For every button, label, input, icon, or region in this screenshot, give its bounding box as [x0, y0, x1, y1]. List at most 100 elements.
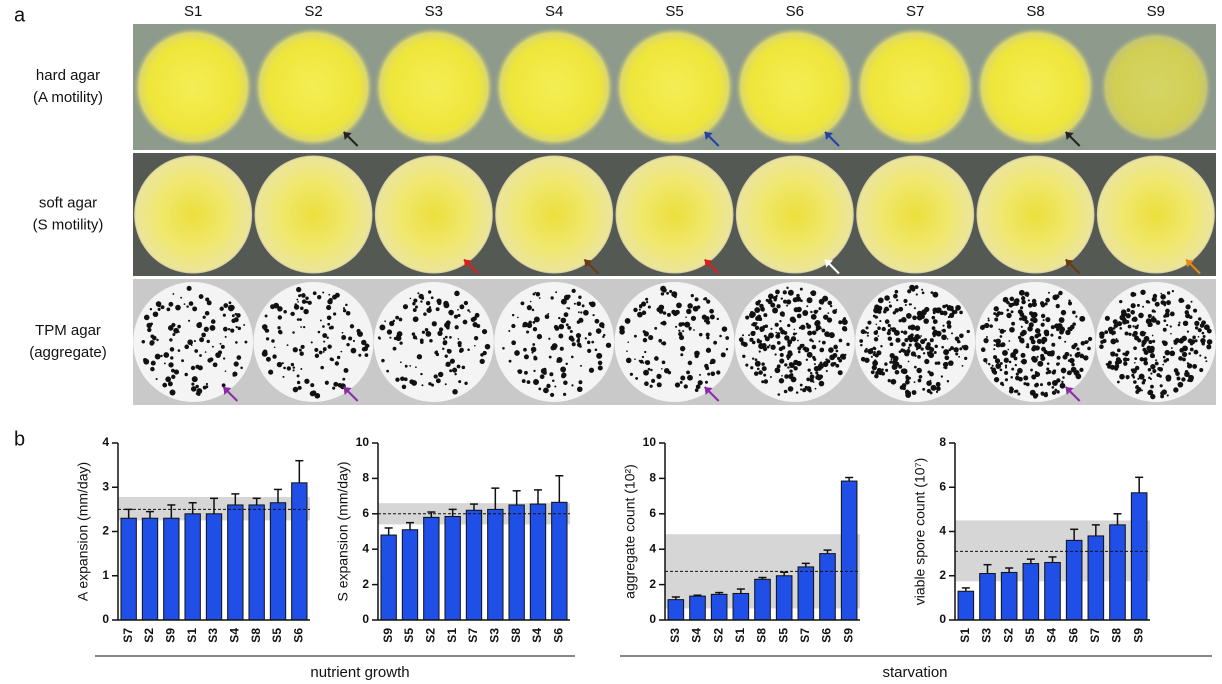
aggregate-dot	[153, 311, 159, 317]
aggregate-dot	[595, 348, 598, 351]
aggregate-dot	[469, 311, 471, 313]
aggregate-dot	[314, 393, 320, 399]
aggregate-dot	[502, 347, 505, 350]
aggregate-dot	[675, 326, 677, 328]
aggregate-dot	[272, 354, 276, 358]
aggregate-dot	[1081, 370, 1083, 372]
aggregate-dot	[1030, 369, 1033, 372]
aggregate-dot	[559, 324, 565, 330]
aggregate-dot	[596, 353, 602, 359]
aggregate-dot	[639, 360, 641, 362]
aggregate-dot	[596, 328, 602, 334]
aggregate-dot	[184, 345, 189, 350]
group-label: starvation	[882, 664, 947, 681]
aggregate-dot	[784, 374, 788, 378]
aggregate-dot	[1143, 333, 1146, 336]
aggregate-dot	[228, 328, 230, 330]
aggregate-dot	[691, 316, 696, 321]
aggregate-dot	[709, 309, 714, 314]
aggregate-dot	[924, 338, 927, 341]
aggregate-dot	[1148, 368, 1151, 371]
aggregate-dot	[892, 360, 897, 365]
aggregate-dot	[908, 361, 910, 363]
aggregate-dot	[592, 314, 594, 316]
aggregate-dot	[318, 331, 321, 334]
aggregate-dot	[1046, 372, 1049, 375]
aggregate-dot	[1163, 315, 1166, 318]
aggregate-dot	[1037, 356, 1039, 358]
aggregate-dot	[923, 318, 929, 324]
aggregate-dot	[948, 360, 954, 366]
aggregate-dot	[577, 320, 580, 323]
aggregate-dot	[710, 362, 713, 365]
aggregate-dot	[803, 348, 805, 350]
aggregate-dot	[566, 307, 568, 309]
aggregate-dot	[426, 301, 430, 305]
aggregate-dot	[517, 317, 519, 319]
aggregate-dot	[755, 322, 757, 324]
aggregate-dot	[235, 326, 237, 328]
aggregate-dot	[830, 334, 833, 337]
bar	[488, 509, 503, 620]
aggregate-dot	[431, 296, 434, 299]
aggregate-dot	[986, 336, 988, 338]
aggregate-dot	[1144, 341, 1146, 343]
aggregate-dot	[963, 345, 969, 351]
aggregate-dot	[555, 326, 560, 331]
aggregate-dot	[936, 382, 941, 387]
aggregate-dot	[1058, 336, 1061, 339]
aggregate-dot	[1124, 352, 1128, 356]
aggregate-dot	[650, 369, 652, 371]
aggregate-dot	[191, 366, 195, 370]
aggregate-dot	[872, 365, 877, 370]
aggregate-dot	[428, 290, 431, 293]
aggregate-dot	[1170, 325, 1172, 327]
aggregate-dot	[462, 366, 466, 370]
aggregate-dot	[221, 345, 225, 349]
aggregate-dot	[827, 335, 829, 337]
x-tick-label: S3	[668, 628, 682, 643]
aggregate-dot	[1079, 354, 1084, 359]
aggregate-dot	[757, 339, 759, 341]
aggregate-dot	[951, 332, 953, 334]
x-tick-label: S4	[228, 628, 242, 643]
aggregate-dot	[291, 363, 294, 366]
aggregate-dot	[775, 290, 780, 295]
aggregate-dot	[1151, 354, 1155, 358]
aggregate-dot	[932, 292, 938, 298]
bar	[711, 594, 727, 620]
colony	[1097, 156, 1215, 274]
aggregate-dot	[546, 384, 550, 388]
aggregate-dot	[634, 358, 636, 360]
aggregate-dot	[273, 303, 279, 309]
aggregate-dot	[870, 348, 873, 351]
aggregate-dot	[643, 330, 646, 333]
aggregate-dot	[314, 348, 318, 352]
aggregate-dot	[758, 370, 763, 375]
aggregate-dot	[327, 315, 332, 320]
aggregate-dot	[943, 311, 948, 316]
aggregate-dot	[713, 341, 717, 345]
aggregate-dot	[308, 301, 312, 305]
aggregate-dot	[626, 358, 632, 364]
aggregate-dot	[814, 363, 816, 365]
aggregate-dot	[802, 310, 808, 316]
aggregate-dot	[1167, 291, 1170, 294]
y-tick-label: 8	[649, 471, 656, 485]
aggregate-dot	[1099, 334, 1104, 339]
aggregate-dot	[590, 301, 596, 307]
colony	[615, 27, 735, 147]
aggregate-dot	[549, 356, 552, 359]
aggregate-dot	[797, 314, 802, 319]
aggregate-dot	[445, 354, 448, 357]
aggregate-dot	[583, 310, 589, 316]
aggregate-dot	[262, 351, 268, 357]
row-label: soft agar	[39, 194, 97, 211]
aggregate-dot	[1029, 336, 1034, 341]
aggregate-dot	[650, 385, 653, 388]
aggregate-dot	[800, 299, 803, 302]
panel-label: a	[14, 4, 26, 26]
x-tick-label: S1	[445, 628, 459, 643]
colony	[134, 156, 252, 274]
x-tick-label: S9	[164, 628, 178, 643]
